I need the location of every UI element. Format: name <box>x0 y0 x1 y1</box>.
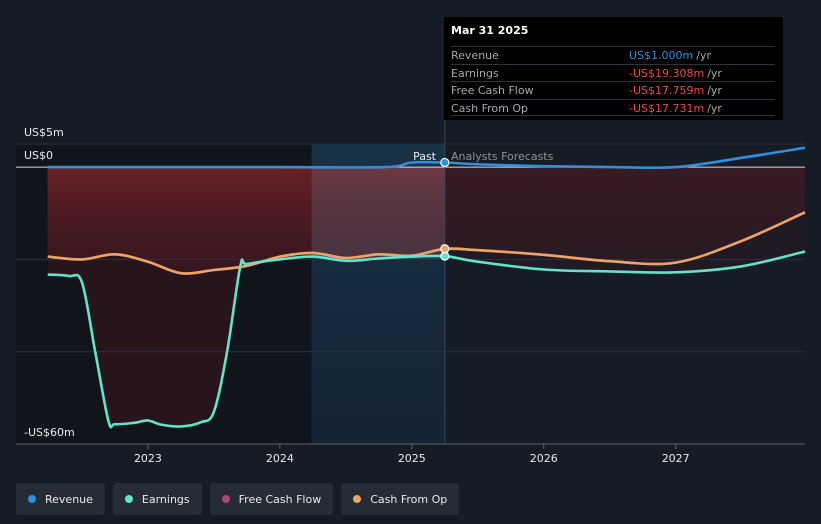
tooltip-value: -US$17.759m <box>629 84 705 97</box>
x-tick-label: 2025 <box>398 452 426 465</box>
tooltip-date: Mar 31 2025 <box>451 24 529 37</box>
tooltip-unit: /yr <box>707 84 722 97</box>
revenue-marker <box>440 157 450 168</box>
earnings-line <box>47 250 806 429</box>
tooltip-unit: /yr <box>696 49 711 62</box>
x-tick-label: 2026 <box>530 452 558 465</box>
forecast-earnings-area <box>444 167 805 273</box>
tooltip-label: Cash From Op <box>451 101 529 115</box>
tooltip-value: US$1.000m <box>629 49 694 62</box>
cash-from-op-marker <box>440 244 450 254</box>
legend-item-cash-from-op[interactable]: Cash From Op <box>341 483 460 515</box>
past-earnings-area <box>47 167 445 427</box>
tooltip-label: Earnings <box>451 66 499 80</box>
y-tick-top: US$5m <box>24 126 64 139</box>
tooltip: Mar 31 2025 Revenue US$1.000m/yr Earnings -… <box>444 17 783 120</box>
tooltip-row: Free Cash Flow -US$17.759m/yr <box>451 81 775 99</box>
x-tick-label: 2027 <box>662 452 690 465</box>
legend-item-free-cash-flow[interactable]: Free Cash Flow <box>209 483 334 515</box>
tooltip-row: Earnings -US$19.308m/yr <box>451 63 775 82</box>
cash-from-op-line <box>47 211 806 275</box>
tooltip-row: Cash From Op -US$17.731m/yr <box>451 98 775 116</box>
legend-label: Earnings <box>141 492 190 506</box>
tooltip-unit: /yr <box>707 101 722 115</box>
y-tick-zero: US$0 <box>24 149 53 162</box>
legend: Revenue Earnings Free Cash Flow Cash From O… <box>16 483 460 515</box>
legend-dot-icon <box>124 495 133 503</box>
tooltip-label: Revenue <box>451 49 499 62</box>
tooltip-label: Free Cash Flow <box>451 84 534 97</box>
x-tick-label: 2024 <box>266 452 294 465</box>
legend-label: Free Cash Flow <box>238 492 322 506</box>
y-tick-bottom: -US$60m <box>24 426 75 439</box>
tooltip-value: -US$19.308m <box>629 66 705 80</box>
past-label: Past <box>413 150 437 163</box>
legend-item-revenue[interactable]: Revenue <box>16 483 105 515</box>
tooltip-unit: /yr <box>707 66 722 80</box>
x-tick-label: 2023 <box>134 452 162 465</box>
legend-dot-icon <box>353 495 362 503</box>
tooltip-value: -US$17.731m <box>629 101 705 115</box>
forecast-label: Analysts Forecasts <box>451 150 554 163</box>
legend-label: Cash From Op <box>370 492 448 506</box>
revenue-line <box>47 146 806 170</box>
tooltip-row: Revenue US$1.000m/yr <box>451 46 775 64</box>
highlight-area-tint <box>311 167 445 260</box>
legend-dot-icon <box>28 495 36 503</box>
legend-dot-icon <box>221 495 230 503</box>
legend-item-earnings[interactable]: Earnings <box>112 483 202 515</box>
legend-label: Revenue <box>45 492 93 506</box>
